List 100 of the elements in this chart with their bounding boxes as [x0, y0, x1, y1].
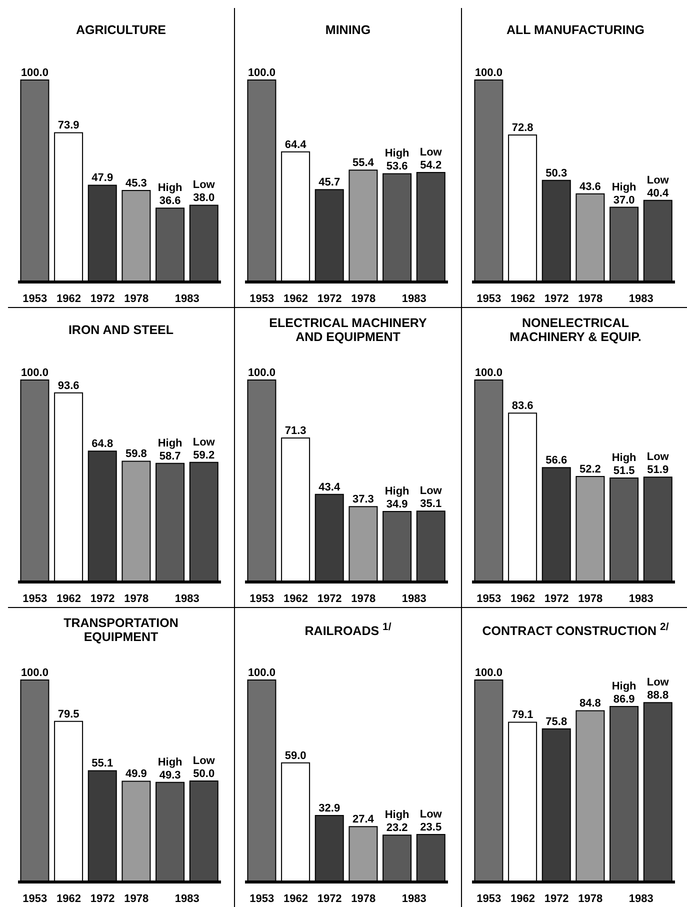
chart-title: AGRICULTURE — [76, 23, 166, 37]
x-tick-label: 1978 — [578, 893, 603, 905]
data-label: 100.0 — [20, 367, 48, 379]
data-label: 37.3 — [352, 494, 374, 506]
data-label: 56.6 — [546, 454, 568, 467]
chart-title: IRON AND STEEL — [68, 323, 174, 337]
x-tick-label: 1978 — [124, 593, 149, 605]
data-label: 59.8 — [125, 448, 147, 460]
data-label: Low 23.5 — [420, 808, 442, 834]
chart-title: TRANSPORTATION EQUIPMENT — [64, 616, 178, 644]
data-label: Low 54.2 — [420, 146, 442, 172]
x-tick-label: 1972 — [90, 293, 115, 305]
text: 1983 — [174, 293, 200, 305]
data-label: 50.3 — [546, 167, 568, 180]
x-tick-label: 1978 — [578, 293, 603, 305]
x-tick-label: 1972 — [317, 293, 342, 305]
data-label: Low 59.2 — [192, 436, 216, 462]
x-tick-label: 1962 — [284, 893, 308, 905]
x-tick-label: 1978 — [351, 293, 376, 305]
data-label: 27.4 — [352, 814, 375, 826]
data-label: High 34.9 — [384, 486, 410, 510]
data-label: Low 35.1 — [420, 485, 442, 510]
chart-title: ALL MANUFACTURING — [506, 23, 644, 37]
x-tick-label: 1962 — [56, 593, 81, 605]
text: 1983 — [174, 593, 200, 605]
x-tick-label: 1972 — [90, 893, 115, 905]
data-label: 100.0 — [20, 67, 48, 79]
data-label: Low 51.9 — [646, 451, 670, 476]
data-label: 64.4 — [284, 138, 308, 151]
x-tick-label: 1972 — [544, 893, 569, 905]
x-tick-label: 1962 — [510, 593, 535, 605]
data-label: 79.5 — [58, 708, 80, 720]
x-tick-label: 1962 — [56, 293, 81, 305]
data-label: High 36.6 — [158, 182, 183, 208]
data-label: 100.0 — [248, 67, 276, 79]
text: 1983 — [402, 893, 426, 905]
data-label: 79.1 — [512, 709, 534, 722]
data-label: High 49.3 — [158, 756, 183, 782]
x-tick-label: 1962 — [510, 293, 535, 305]
x-tick-label: 1978 — [351, 593, 376, 605]
data-label: 47.9 — [92, 172, 114, 184]
data-label: Low 40.4 — [646, 174, 670, 200]
x-tick-label: 1953 — [22, 593, 48, 605]
x-tick-label: 1962 — [284, 593, 308, 605]
data-label: 100.0 — [248, 667, 276, 679]
x-tick-label: 1962 — [56, 893, 81, 905]
x-tick-label: 1953 — [476, 593, 502, 605]
chart-title: CONTRACT CONSTRUCTION $^{2/}$ — [482, 622, 669, 638]
data-label: 83.6 — [512, 400, 534, 412]
chart-title: RAILROADS $^{1/}$ — [304, 622, 392, 638]
data-label: 45.7 — [318, 176, 340, 189]
x-tick-label: 1978 — [351, 893, 376, 905]
x-tick-label: 1953 — [250, 593, 274, 605]
x-tick-label: 1953 — [22, 293, 48, 305]
x-tick-label: 1953 — [476, 293, 502, 305]
data-label: 75.8 — [546, 716, 568, 728]
x-tick-label: 1962 — [284, 293, 308, 305]
text: 1983 — [628, 293, 654, 305]
data-label: High 53.6 — [384, 148, 410, 173]
x-tick-label: 1953 — [22, 893, 48, 905]
data-label: 43.6 — [579, 180, 601, 193]
data-label: 55.1 — [92, 758, 114, 770]
x-tick-label: 1972 — [544, 593, 569, 605]
x-tick-label: 1978 — [578, 593, 603, 605]
x-tick-label: 1972 — [544, 293, 569, 305]
data-label: 100.0 — [474, 67, 502, 79]
data-label: 84.8 — [579, 698, 601, 710]
data-label: High 86.9 — [612, 680, 637, 706]
chart-title: MINING — [325, 23, 371, 37]
data-label: 32.9 — [318, 802, 340, 815]
data-label: 55.4 — [352, 157, 375, 170]
x-tick-label: 1953 — [476, 893, 502, 905]
chart-title: ELECTRICAL MACHINERY AND EQUIPMENT — [269, 316, 427, 344]
x-tick-label: 1978 — [124, 293, 149, 305]
data-label: Low 38.0 — [192, 179, 216, 204]
data-label: 100.0 — [474, 667, 502, 679]
x-tick-label: 1953 — [250, 893, 274, 905]
x-tick-label: 1962 — [510, 893, 535, 905]
x-tick-label: 1978 — [124, 893, 149, 905]
data-label: 100.0 — [20, 667, 48, 679]
text: 1983 — [402, 293, 426, 305]
x-tick-label: 1972 — [317, 593, 342, 605]
data-label: 43.4 — [318, 481, 341, 494]
data-label: Low 88.8 — [646, 676, 670, 702]
data-label: High 37.0 — [612, 181, 637, 206]
data-label: 73.9 — [58, 120, 80, 132]
data-label: 49.9 — [125, 768, 147, 780]
data-label: 93.6 — [58, 380, 80, 392]
text: 1983 — [174, 893, 200, 905]
data-label: 45.3 — [125, 177, 147, 190]
data-label: 52.2 — [579, 464, 601, 476]
text: 1983 — [628, 593, 654, 605]
chart-title: NONELECTRICAL MACHINERY & EQUIP. — [510, 316, 642, 344]
data-label: 100.0 — [248, 367, 276, 379]
x-tick-label: 1972 — [90, 593, 115, 605]
data-label: High 51.5 — [612, 452, 637, 477]
text: 1983 — [628, 893, 654, 905]
data-label: 64.8 — [92, 438, 114, 450]
data-label: 100.0 — [474, 367, 502, 379]
data-label: High 23.2 — [384, 809, 410, 834]
